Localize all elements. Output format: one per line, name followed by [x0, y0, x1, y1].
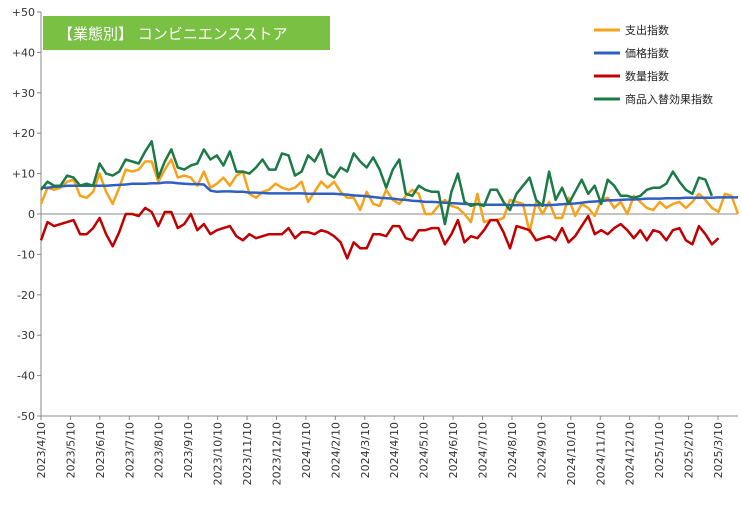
- x-tick-label: 2024/2/10: [329, 422, 342, 478]
- axes: +50 +40 +30 +20 +10 0 -10 -20 -30 -40 -502023/4/10…: [12, 6, 738, 485]
- x-tick-label: 2023/7/10: [123, 422, 136, 478]
- series-line-1: [39, 158, 740, 234]
- legend-label: 商品入替効果指数: [625, 92, 713, 106]
- x-tick-label: 2023/8/10: [153, 422, 166, 478]
- series-line-4: [40, 140, 714, 226]
- x-tick-label: 2024/10/10: [565, 422, 578, 485]
- x-tick-label: 2024/11/10: [594, 422, 607, 485]
- y-tick-label: -40: [17, 370, 35, 383]
- x-tick-label: 2023/10/10: [212, 422, 225, 485]
- x-tick-label: 2025/3/10: [712, 422, 725, 478]
- chart-title-background: [43, 16, 330, 50]
- y-tick-label: +40: [12, 46, 35, 59]
- legend-label: 支出指数: [625, 23, 669, 37]
- chart-title: 【業態別】 コンビニエンスストア: [58, 25, 287, 43]
- x-tick-label: 2024/3/10: [359, 422, 372, 478]
- x-tick-label: 2024/7/10: [477, 422, 490, 478]
- x-tick-label: 2024/12/10: [624, 422, 637, 485]
- x-tick-label: 2023/5/10: [64, 422, 77, 478]
- x-tick-label: 2023/12/10: [270, 422, 283, 485]
- y-tick-label: +30: [12, 87, 35, 100]
- x-tick-label: 2024/5/10: [418, 422, 431, 478]
- y-tick-label: -30: [17, 329, 35, 342]
- chart-title-box: 【業態別】 コンビニエンスストア: [43, 16, 330, 50]
- x-tick-label: 2025/1/10: [653, 422, 666, 478]
- series-line-3: [39, 206, 720, 260]
- legend-label: 数量指数: [625, 69, 669, 83]
- y-tick-label: +20: [12, 127, 35, 140]
- x-tick-label: 2024/9/10: [535, 422, 548, 478]
- x-tick-label: 2025/2/10: [683, 422, 696, 478]
- legend-label: 価格指数: [625, 46, 669, 60]
- y-tick-label: 0: [28, 208, 35, 221]
- x-tick-label: 2024/1/10: [300, 422, 313, 478]
- series-lines: [39, 140, 740, 260]
- series-line-2: [41, 181, 738, 207]
- y-tick-label: -10: [17, 248, 35, 261]
- x-tick-label: 2023/11/10: [241, 422, 254, 485]
- x-tick-label: 2024/4/10: [388, 422, 401, 478]
- y-tick-label: +10: [12, 168, 35, 181]
- y-tick-label: +50: [12, 6, 35, 19]
- x-tick-label: 2024/6/10: [447, 422, 460, 478]
- x-tick-label: 2023/9/10: [182, 422, 195, 478]
- x-tick-label: 2024/8/10: [506, 422, 519, 478]
- y-tick-label: -20: [17, 289, 35, 302]
- x-tick-label: 2023/6/10: [94, 422, 107, 478]
- y-tick-label: -50: [17, 410, 35, 423]
- x-tick-label: 2023/4/10: [35, 422, 48, 478]
